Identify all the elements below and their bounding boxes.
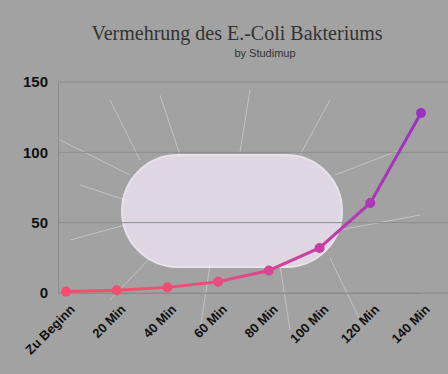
data-line <box>66 113 421 292</box>
x-tick-label: Zu Beginn <box>22 302 78 358</box>
subtitle: by Studimup <box>234 47 295 59</box>
y-axis-line <box>58 83 59 294</box>
x-tick: Zu Beginn <box>22 293 78 357</box>
bacterium-hair <box>80 185 125 200</box>
y-tick: 100 <box>23 144 58 161</box>
plot-area <box>61 108 426 297</box>
y-tick-label: 50 <box>31 214 48 231</box>
data-point <box>61 287 71 297</box>
y-tick: 50 <box>31 214 58 231</box>
x-tick-label: 40 Min <box>140 302 179 341</box>
x-tick-label: 80 Min <box>241 302 280 341</box>
grid <box>58 82 448 293</box>
data-point <box>213 277 223 287</box>
y-tick-label: 150 <box>23 73 48 90</box>
x-tick: 20 Min <box>89 293 128 341</box>
bacterium-hair <box>160 95 180 155</box>
x-tick-label: 140 Min <box>389 302 433 346</box>
grid-line <box>58 222 448 223</box>
x-tick: 40 Min <box>140 293 179 341</box>
grid-line <box>58 82 448 83</box>
bacterium-body <box>122 155 342 267</box>
x-tick: 60 Min <box>191 293 230 341</box>
bacterium-hair <box>335 150 400 175</box>
y-tick-label: 0 <box>40 284 48 301</box>
y-tick: 150 <box>23 73 58 90</box>
y-axis: 0 50 100 150 <box>23 73 59 301</box>
grid-line <box>58 152 448 153</box>
x-tick-label: 20 Min <box>89 302 128 341</box>
bacterium-hair <box>300 100 330 155</box>
title: Vermehrung des E.-Coli Bakteriums <box>91 22 382 45</box>
y-tick-label: 100 <box>23 144 48 161</box>
x-axis: Zu Beginn 20 Min 40 Min 60 Min 80 Min100 Min… <box>22 293 433 357</box>
x-tick: 80 Min <box>241 293 280 341</box>
background <box>0 0 448 374</box>
data-point <box>315 243 325 253</box>
data-point <box>112 285 122 295</box>
data-point <box>416 108 426 118</box>
bacterium-hair <box>280 265 290 330</box>
x-tick-label: 120 Min <box>338 302 382 346</box>
bacterium-hair <box>70 225 125 240</box>
data-point <box>365 198 375 208</box>
bacterium-hair <box>240 90 250 152</box>
y-tick: 0 <box>40 284 58 301</box>
bacterium-hair <box>330 258 360 320</box>
bacterium-hair <box>60 140 130 175</box>
chart: Vermehrung des E.-Coli Bakteriums by Stud… <box>0 0 448 374</box>
data-point <box>264 265 274 275</box>
x-tick-label: 100 Min <box>287 302 331 346</box>
x-tick: 140 Min <box>389 293 433 346</box>
x-tick-label: 60 Min <box>191 302 230 341</box>
x-tick: 120 Min <box>338 293 382 346</box>
data-point <box>162 282 172 292</box>
x-tick: 100 Min <box>287 293 331 346</box>
bacterium-hair <box>110 100 140 160</box>
